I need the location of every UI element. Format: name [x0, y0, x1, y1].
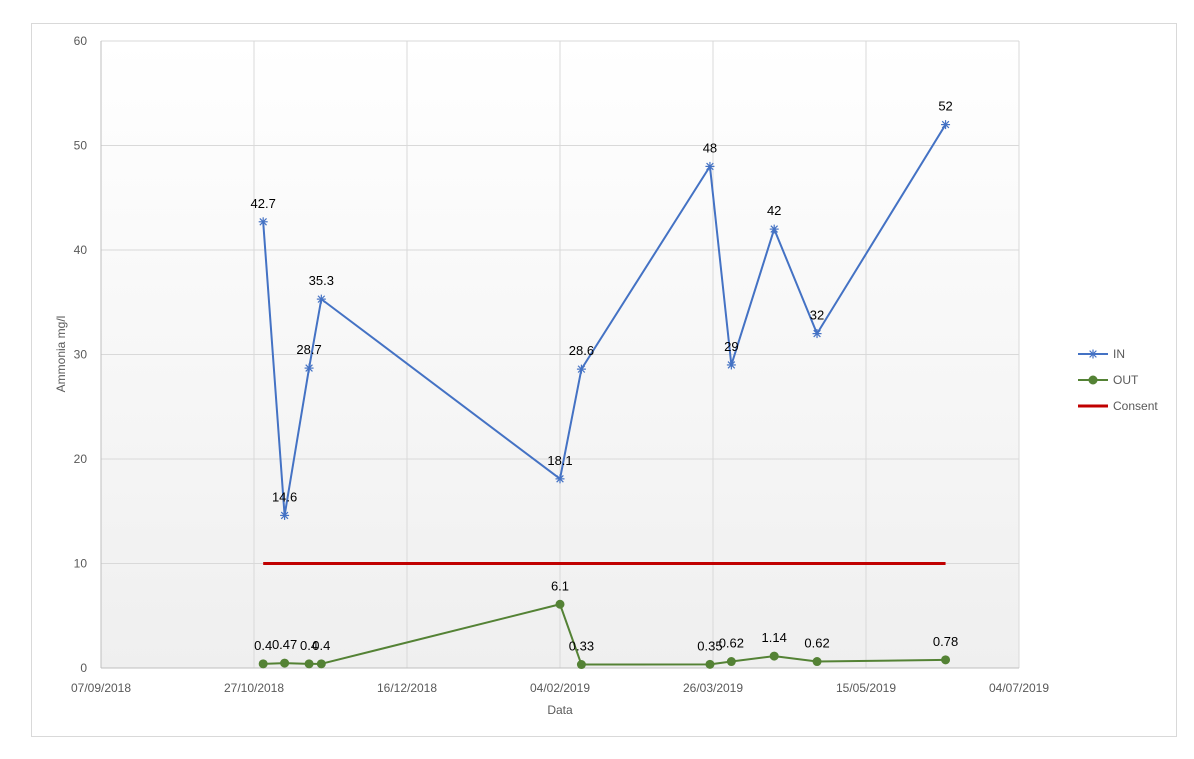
x-tick-label: 27/10/2018 [224, 681, 284, 695]
data-label-out: 0.4 [300, 638, 318, 653]
point-in [726, 360, 736, 370]
point-in [812, 329, 822, 339]
legend-label-out: OUT [1113, 373, 1139, 387]
data-label-out: 6.1 [551, 578, 569, 593]
data-label-out: 0.62 [804, 636, 829, 651]
data-label-in: 28.7 [296, 342, 321, 357]
y-tick-label: 50 [74, 139, 88, 153]
y-tick-label: 30 [74, 348, 88, 362]
y-tick-label: 0 [80, 661, 87, 675]
point-in [258, 217, 268, 227]
data-label-out: 0.35 [697, 638, 722, 653]
point-out [812, 657, 822, 667]
data-label-in: 28.6 [569, 343, 594, 358]
point-in [555, 474, 565, 484]
x-axis-title: Data [547, 703, 573, 717]
data-label-in: 48 [703, 140, 717, 155]
data-label-in: 14.6 [272, 489, 297, 504]
data-label-in: 52 [938, 99, 952, 114]
data-label-in: 42.7 [251, 196, 276, 211]
point-in [576, 364, 586, 374]
data-label-in: 35.3 [309, 273, 334, 288]
x-tick-label: 04/07/2019 [989, 681, 1049, 695]
legend-label-in: IN [1113, 347, 1125, 361]
point-in [769, 224, 779, 234]
point-out [280, 658, 290, 668]
data-label-in: 18.1 [547, 453, 572, 468]
point-out [316, 659, 326, 669]
point-in [316, 294, 326, 304]
y-tick-label: 20 [74, 452, 88, 466]
y-tick-label: 40 [74, 243, 88, 257]
point-out [726, 657, 736, 667]
legend-label-consent: Consent [1113, 399, 1158, 413]
data-label-out: 0.62 [719, 636, 744, 651]
point-out [941, 655, 951, 665]
data-label-out: 0.33 [569, 639, 594, 654]
legend-marker-in [1088, 349, 1098, 359]
series-layer [258, 120, 951, 670]
point-in [280, 510, 290, 520]
legend: IN OUT Consent [1078, 347, 1158, 413]
legend-marker-out [1088, 375, 1098, 385]
data-label-out: 1.14 [762, 630, 787, 645]
data-label-in: 29 [724, 339, 738, 354]
y-axis-title: Ammonia mg/l [54, 316, 68, 393]
data-label-out: 0.47 [272, 637, 297, 652]
x-tick-label: 04/02/2019 [530, 681, 590, 695]
x-tick-label: 26/03/2019 [683, 681, 743, 695]
point-in [941, 120, 951, 130]
point-out [576, 660, 586, 670]
data-label-out: 0.4 [254, 638, 272, 653]
x-tick-label: 07/09/2018 [71, 681, 131, 695]
point-in [705, 161, 715, 171]
point-out [555, 599, 565, 609]
point-out [258, 659, 268, 669]
data-label-out: 0.4 [312, 638, 330, 653]
x-tick-label: 16/12/2018 [377, 681, 437, 695]
data-label-in: 42 [767, 203, 781, 218]
point-out [304, 659, 314, 669]
y-tick-label: 10 [74, 557, 88, 571]
axes: 0 10 20 30 40 50 60 07/09/2018 27/10/2018 16/12/2… [71, 34, 1049, 695]
data-label-in: 32 [810, 308, 824, 323]
x-tick-label: 15/05/2019 [836, 681, 896, 695]
y-tick-label: 60 [74, 34, 88, 48]
point-out [769, 651, 779, 661]
point-out [705, 659, 715, 669]
data-label-out: 0.78 [933, 634, 958, 649]
point-in [304, 363, 314, 373]
